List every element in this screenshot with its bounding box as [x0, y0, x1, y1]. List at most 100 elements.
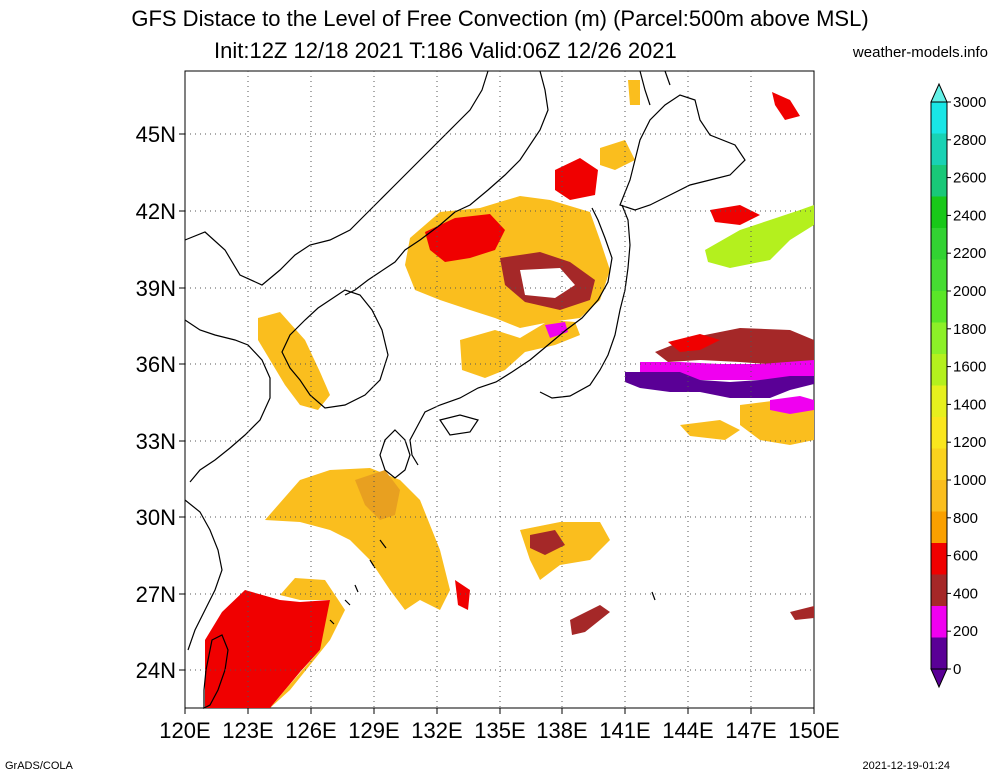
lon-label-138e: 138E — [536, 718, 587, 743]
colorbar-swatch — [931, 259, 947, 292]
field-region-south-blob-red — [530, 530, 565, 555]
colorbar-label: 2600 — [953, 170, 986, 187]
lon-label-147e: 147E — [725, 718, 776, 743]
colorbar-label: 200 — [953, 623, 978, 640]
colorbar-swatch — [931, 228, 947, 260]
colorbar-label: 1600 — [953, 359, 986, 376]
field-region-soj-white — [520, 268, 575, 298]
colorbar-label: 1800 — [953, 321, 986, 338]
lat-label-42n: 42N — [136, 199, 176, 224]
field-region-ecs-dark — [355, 470, 400, 520]
coast-mainland-north — [184, 70, 489, 286]
field-region-soj-red — [425, 214, 505, 262]
colorbar-swatch — [931, 417, 947, 449]
colorbar-label: 600 — [953, 548, 978, 565]
lfc-field — [205, 80, 814, 708]
generated-timestamp: 2021-12-19-01:24 — [862, 760, 950, 772]
field-region-far-east-orange — [680, 420, 740, 440]
colorbar-label: 2000 — [953, 283, 986, 300]
coast-hokkaido — [619, 94, 746, 211]
coast-bonin — [651, 591, 656, 601]
colorbar-label: 2400 — [953, 207, 986, 224]
software-credit: GrADS/COLA — [5, 760, 73, 772]
lat-labels: 24N 27N 30N 33N 36N 39N 42N 45N — [136, 122, 176, 683]
lon-label-144e: 144E — [662, 718, 713, 743]
lon-label-120e: 120E — [159, 718, 210, 743]
colorbar-label: 0 — [953, 661, 961, 678]
colorbar-swatch — [931, 165, 947, 197]
lat-label-39n: 39N — [136, 276, 176, 301]
colorbar-swatch — [931, 543, 947, 575]
colorbar-swatch — [931, 196, 947, 229]
map-subtitle: Init:12Z 12/18 2021 T:186 Valid:06Z 12/2… — [214, 38, 677, 63]
lat-label-24n: 24N — [136, 658, 176, 683]
colorbar-swatch — [931, 637, 947, 670]
field-region-ne-red — [710, 205, 760, 225]
field-region-green — [705, 205, 814, 268]
coast-kyushu — [379, 429, 411, 479]
field-region-taiwan-red — [205, 590, 335, 708]
field-region-stripe2 — [570, 605, 610, 635]
map-title: GFS Distace to the Level of Free Convect… — [131, 6, 869, 31]
colorbar-swatch — [931, 102, 947, 134]
colorbar-swatch — [931, 480, 947, 512]
colorbar-label: 3000 — [953, 94, 986, 111]
coast-sakhalin — [639, 70, 671, 106]
coast-china — [184, 319, 271, 651]
lat-label-27n: 27N — [136, 582, 176, 607]
lat-label-30n: 30N — [136, 505, 176, 530]
field-region-far-east-magenta — [770, 396, 814, 414]
lon-label-123e: 123E — [222, 718, 273, 743]
coast-japan — [409, 204, 631, 466]
colorbar-swatch — [931, 574, 947, 607]
colorbar-label: 2800 — [953, 132, 986, 149]
colorbar-swatch — [931, 606, 947, 638]
coast-ryukyu — [329, 539, 387, 625]
colorbar-swatch — [931, 322, 947, 355]
field-region-north-orange — [628, 80, 640, 105]
coast-taiwan — [203, 634, 229, 709]
colorbar-swatch — [931, 448, 947, 481]
lon-label-126e: 126E — [285, 718, 336, 743]
field-region-hokkaido-orange — [600, 140, 635, 170]
lat-label-36n: 36N — [136, 352, 176, 377]
colorbar-top-arrow — [930, 82, 948, 103]
lon-label-150e: 150E — [788, 718, 839, 743]
colorbar-swatch — [931, 354, 947, 386]
lat-label-45n: 45N — [136, 122, 176, 147]
field-region-korea — [258, 312, 330, 410]
field-region-north-red — [772, 92, 800, 120]
colorbar-label: 1400 — [953, 396, 986, 413]
ticks — [179, 133, 815, 714]
colorbar-label: 400 — [953, 585, 978, 602]
coast-mainland-east — [344, 70, 549, 296]
colorbar-label: 1200 — [953, 434, 986, 451]
colorbar: 3000280026002400220020001800160014001200… — [930, 82, 986, 689]
field-region-hokkaido — [555, 158, 598, 200]
colorbar-swatch — [931, 291, 947, 323]
colorbar-swatch — [931, 385, 947, 418]
field-region-pacific-red — [668, 334, 720, 352]
field-region-stripe1 — [455, 580, 470, 610]
field-region-ecs — [265, 468, 450, 610]
lon-label-141e: 141E — [599, 718, 650, 743]
lon-label-129e: 129E — [348, 718, 399, 743]
graticule — [185, 71, 814, 708]
coastlines — [184, 70, 746, 709]
site-credit: weather-models.info — [852, 44, 988, 61]
coast-korea — [281, 289, 389, 409]
colorbar-label: 1000 — [953, 472, 986, 489]
coast-shikoku — [439, 414, 479, 436]
lon-label-135e: 135E — [474, 718, 525, 743]
colorbar-bottom-arrow — [930, 668, 948, 689]
colorbar-swatch — [931, 511, 947, 544]
field-region-pacific-purple — [625, 372, 814, 398]
lon-label-132e: 132E — [411, 718, 462, 743]
lon-labels: 120E 123E 126E 129E 132E 135E 138E 141E … — [159, 718, 839, 743]
lat-label-33n: 33N — [136, 429, 176, 454]
colorbar-label: 800 — [953, 510, 978, 527]
colorbar-label: 2200 — [953, 245, 986, 262]
colorbar-swatch — [931, 133, 947, 166]
field-region-se-brown — [790, 606, 814, 620]
